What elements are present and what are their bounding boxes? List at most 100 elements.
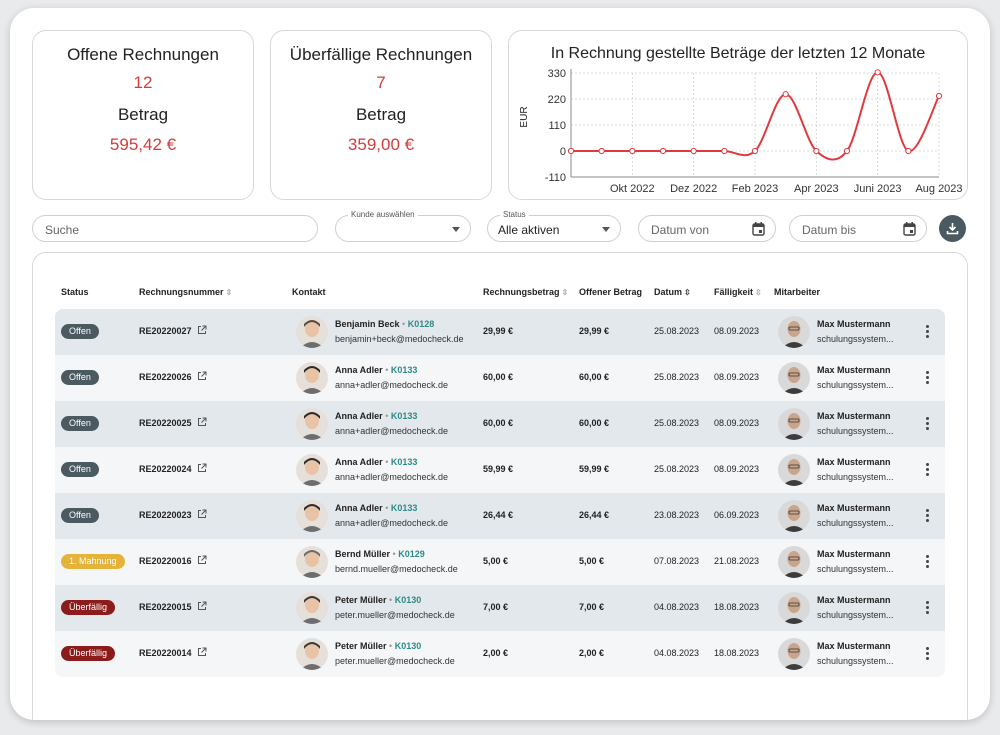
contact-name[interactable]: Peter Müller • K0130 [335,595,422,605]
contact-name[interactable]: Anna Adler • K0133 [335,365,418,375]
external-link-icon[interactable] [197,647,207,657]
invoice-number-link[interactable]: RE20220026 [139,372,192,382]
external-link-icon[interactable] [197,325,207,335]
chart-card: In Rechnung gestellte Beträge der letzte… [508,30,968,200]
calendar-icon[interactable] [903,222,916,236]
table-row[interactable]: Offen RE20220027 Benjamin Beck • K0128 benj… [55,309,945,355]
external-link-icon[interactable] [197,417,207,427]
invoice-number-link[interactable]: RE20220027 [139,326,192,336]
search-placeholder: Suche [45,223,80,237]
employee-name: Max Mustermann [817,595,891,605]
more-options-icon[interactable] [921,461,933,479]
contact-name[interactable]: Benjamin Beck • K0128 [335,319,435,329]
more-options-icon[interactable] [921,415,933,433]
status-badge: Überfällig [61,646,116,661]
contact-email: anna+adler@medocheck.de [335,518,448,528]
employee-name: Max Mustermann [817,641,891,651]
more-options-icon[interactable] [921,323,933,341]
invoice-number-link[interactable]: RE20220023 [139,510,192,520]
invoice-number-link[interactable]: RE20220016 [139,556,192,566]
header-open-amount: Offener Betrag [579,287,643,297]
more-options-icon[interactable] [921,553,933,571]
header-employee: Mitarbeiter [774,287,821,297]
contact-email: anna+adler@medocheck.de [335,380,448,390]
invoice-date: 07.08.2023 [654,556,700,566]
employee-name: Max Mustermann [817,549,891,559]
open-amount: 29,99 € [579,326,610,336]
invoice-amount: 60,00 € [483,418,514,428]
card-amount: 359,00 € [347,135,415,154]
search-input[interactable]: Suche [32,215,318,242]
invoice-date: 23.08.2023 [654,510,700,520]
table-row[interactable]: Offen RE20220026 Anna Adler • K0133 anna+ad… [55,355,945,401]
contact-name[interactable]: Anna Adler • K0133 [335,411,418,421]
status-select-label: Status [500,210,529,219]
employee-email: schulungssystem... [817,518,894,528]
contact-name[interactable]: Anna Adler • K0133 [335,503,418,513]
header-due-date[interactable]: Fälligkeit ⇳ [714,287,762,297]
x-tick-label: Feb 2023 [732,183,778,195]
invoice-date: 25.08.2023 [654,418,700,428]
header-invoice-number[interactable]: Rechnungsnummer ⇳ [139,287,233,297]
more-options-icon[interactable] [921,599,933,617]
table-row[interactable]: Überfällig RE20220014 Peter Müller • K0130… [55,631,945,677]
external-link-icon[interactable] [197,509,207,519]
data-point [721,147,728,155]
date-from-input[interactable]: Datum von [638,215,776,242]
date-to-input[interactable]: Datum bis [789,215,927,242]
card-label: Betrag [355,105,407,124]
employee-email: schulungssystem... [817,380,894,390]
sort-desc-icon: ⇳ [684,288,691,297]
external-link-icon[interactable] [197,463,207,473]
invoice-number-link[interactable]: RE20220014 [139,648,192,658]
card-count: 12 [133,73,153,92]
external-link-icon[interactable] [197,371,207,381]
contact-email: anna+adler@medocheck.de [335,426,448,436]
contact-email: peter.mueller@medocheck.de [335,610,455,620]
data-point [782,91,789,98]
table-row[interactable]: Offen RE20220023 Anna Adler • K0133 anna+ad… [55,493,945,539]
external-link-icon[interactable] [197,601,207,611]
contact-avatar [296,638,328,670]
chart-title: In Rechnung gestellte Beträge der letzte… [550,45,926,62]
due-date: 21.08.2023 [714,556,760,566]
invoice-date: 25.08.2023 [654,372,700,382]
contact-name[interactable]: Anna Adler • K0133 [335,457,418,467]
card-open-invoices: Offene Rechnungen 12 Betrag 595,42 € [32,30,254,200]
contact-name[interactable]: Bernd Müller • K0129 [335,549,425,559]
card-overdue-invoices: Überfällige Rechnungen 7 Betrag 359,00 € [270,30,492,200]
header-date[interactable]: Datum ⇳ [654,287,691,297]
invoice-amount: 29,99 € [483,326,514,336]
more-options-icon[interactable] [921,507,933,525]
table-row[interactable]: 1. Mahnung RE20220016 Bernd Müller • K0129… [55,539,945,585]
invoice-amount: 60,00 € [483,372,514,382]
open-amount: 59,99 € [579,464,610,474]
employee-name: Max Mustermann [817,319,891,329]
more-options-icon[interactable] [921,369,933,387]
open-amount: 5,00 € [579,556,605,566]
table-row[interactable]: Offen RE20220024 Anna Adler • K0133 anna+ad… [55,447,945,493]
employee-email: schulungssystem... [817,610,894,620]
data-point [843,147,851,155]
due-date: 08.09.2023 [714,418,760,428]
calendar-icon[interactable] [752,222,765,236]
invoice-date: 25.08.2023 [654,326,700,336]
invoice-number-link[interactable]: RE20220025 [139,418,192,428]
invoice-number-link[interactable]: RE20220015 [139,602,192,612]
invoice-amount: 5,00 € [483,556,509,566]
more-options-icon[interactable] [921,645,933,663]
data-point [567,147,575,155]
table-row[interactable]: Überfällig RE20220015 Peter Müller • K0130… [55,585,945,631]
customer-select[interactable]: Kunde auswählen [335,210,471,242]
header-status[interactable]: Status [61,287,89,297]
table-row[interactable]: Offen RE20220025 Anna Adler • K0133 anna+ad… [55,401,945,447]
header-invoice-amount[interactable]: Rechnungsbetrag ⇳ [483,287,569,297]
customer-id: K0133 [390,503,418,513]
open-amount: 7,00 € [579,602,605,612]
download-button[interactable] [939,215,966,242]
external-link-icon[interactable] [197,555,207,565]
customer-id: K0133 [390,365,418,375]
status-select[interactable]: Status Alle aktiven [487,210,621,242]
contact-name[interactable]: Peter Müller • K0130 [335,641,422,651]
invoice-number-link[interactable]: RE20220024 [139,464,192,474]
